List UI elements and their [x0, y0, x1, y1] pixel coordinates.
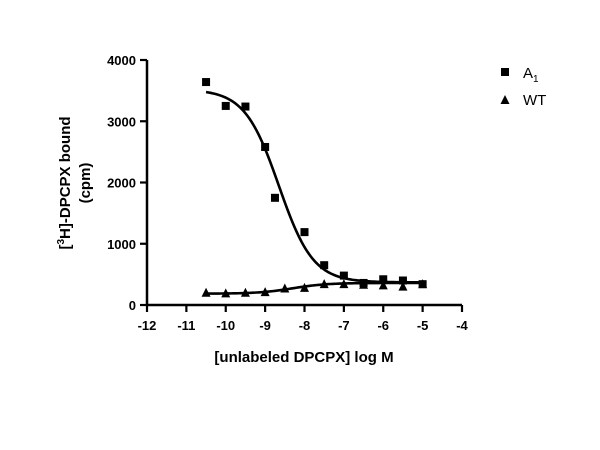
x-tick-label: -11 [177, 318, 195, 333]
x-axis-title: [unlabeled DPCPX] log M [214, 349, 393, 366]
data-point-square [241, 102, 250, 111]
y-tick-label: 2000 [107, 176, 136, 191]
legend-label-a1-subscript: 1 [533, 74, 539, 85]
y-tick-label: 0 [129, 298, 136, 313]
fit-curve-series-0 [205, 90, 423, 284]
y-axis-title-suffix: H]-DPCPX bound [57, 116, 74, 238]
data-point-triangle [359, 279, 369, 289]
y-axis-title-superscript: 3 [56, 239, 67, 245]
data-point-square [202, 78, 211, 87]
plot-area: -12 -11 -10 -9 -8 -7 -6 -5 -4 0 1000 2000 3000 4000 [107, 53, 468, 333]
y-axis-title-prefix: [ [57, 245, 74, 250]
data-point-triangle [398, 281, 408, 291]
data-point-triangle [280, 283, 290, 293]
x-tick-label: -5 [417, 318, 429, 333]
data-point-triangle [260, 287, 270, 297]
y-tick-label: 3000 [107, 114, 136, 129]
legend-marker-triangle [500, 95, 510, 104]
data-point-triangle [378, 280, 388, 290]
legend-label-a1-main: A [523, 65, 533, 82]
y-axis-title: [3H]-DPCPX bound [56, 116, 74, 249]
data-point-triangle [339, 279, 349, 289]
data-point-triangle [240, 287, 250, 297]
y-axis-unit: (cpm) [77, 163, 94, 204]
legend-marker-square [501, 68, 509, 76]
data-point-square [379, 275, 388, 284]
data-point-square [398, 276, 407, 285]
data-point-square [270, 193, 279, 202]
x-tick-label: -9 [259, 318, 271, 333]
y-tick-label: 1000 [107, 237, 136, 252]
y-tick-label: 4000 [107, 53, 136, 68]
data-point-triangle [201, 287, 211, 297]
data-point-triangle [300, 282, 309, 292]
x-tick-label: -7 [338, 318, 350, 333]
data-point-square [339, 271, 348, 280]
data-point-square [300, 228, 309, 237]
data-point-square [320, 261, 329, 270]
legend-label-wt: WT [523, 92, 546, 109]
fit-curve-series-1 [206, 281, 423, 295]
data-point-triangle [319, 279, 329, 289]
data-point-square [221, 101, 230, 110]
data-point-square [261, 142, 270, 151]
x-tick-label: -8 [299, 318, 311, 333]
legend: A1 WT [500, 65, 546, 109]
x-tick-label: -10 [216, 318, 235, 333]
x-tick-label: -12 [138, 318, 157, 333]
x-tick-label: -6 [377, 318, 389, 333]
data-point-triangle [221, 288, 231, 298]
legend-label-a1: A1 [523, 65, 539, 85]
data-point-triangle [418, 279, 428, 289]
x-tick-label: -4 [456, 318, 468, 333]
